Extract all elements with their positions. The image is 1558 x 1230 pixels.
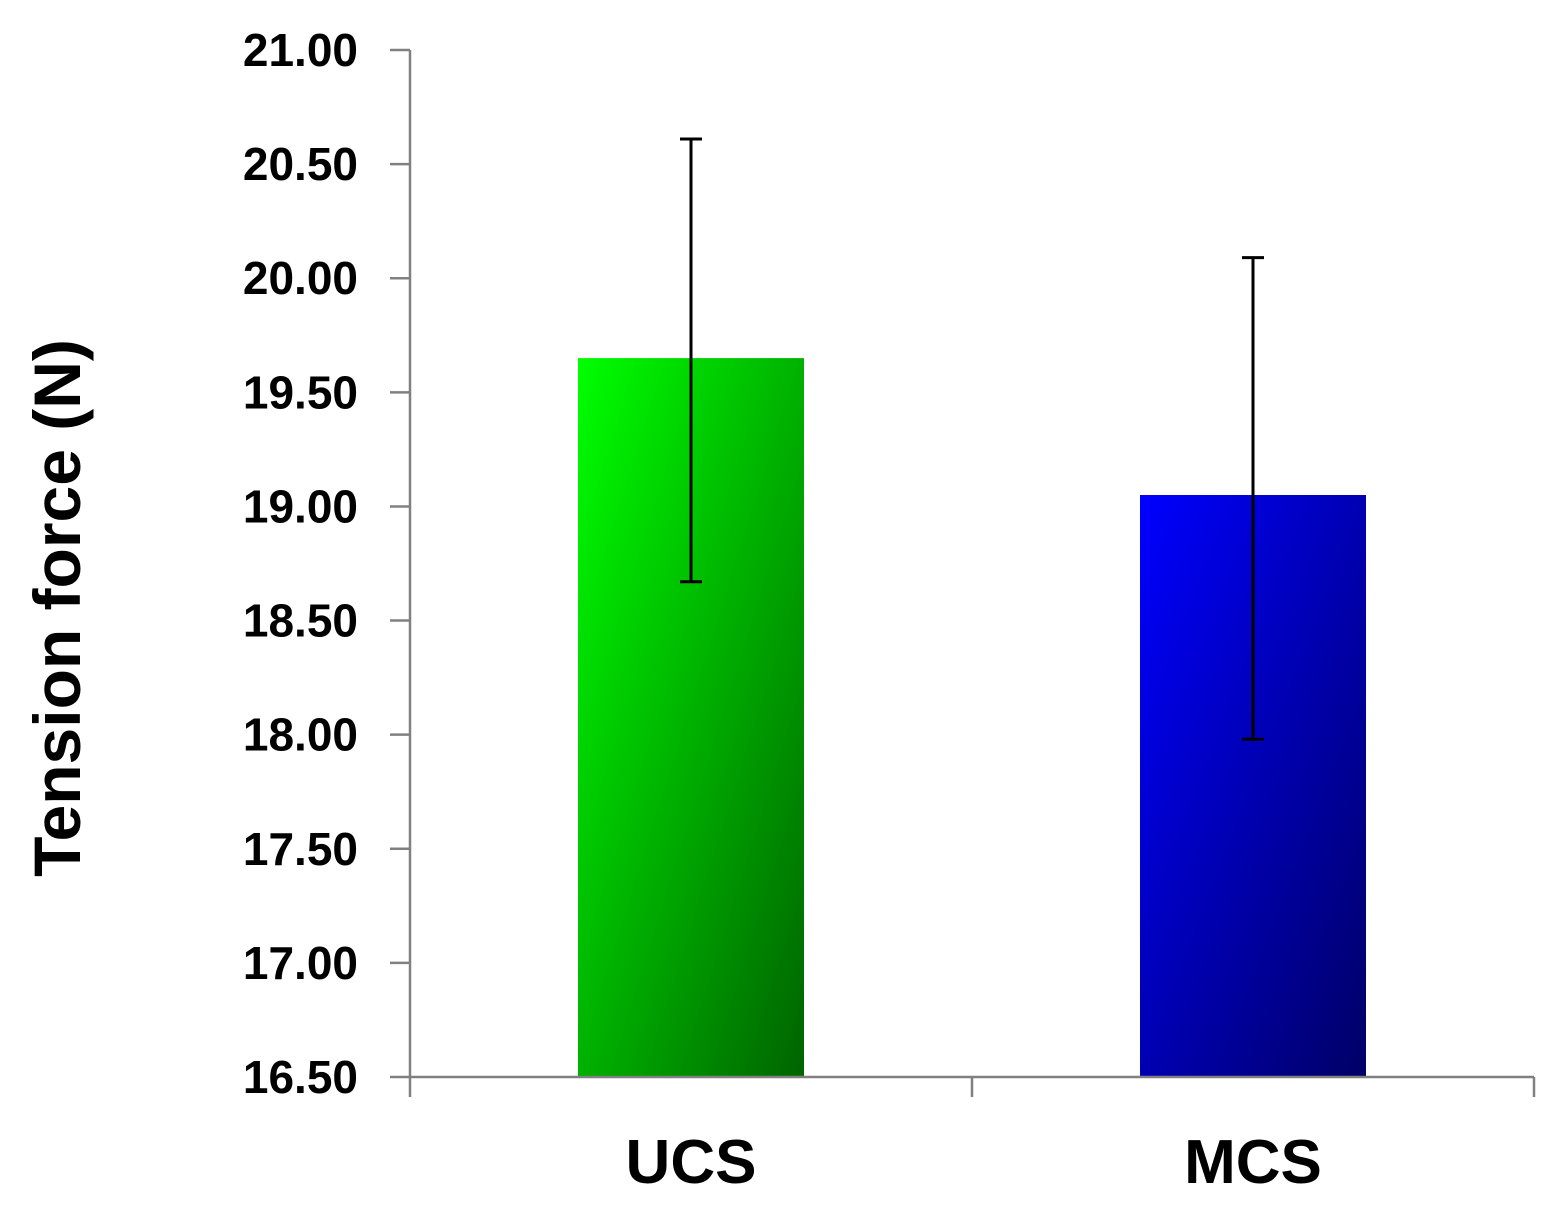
axes-layer [390,48,1536,1097]
y-tick-label: 17.50 [243,823,358,875]
x-tick-label-ucs: UCS [626,1128,757,1197]
y-tick-label: 17.00 [243,937,358,989]
y-tick-label: 20.00 [243,252,358,304]
y-tick-label: 18.00 [243,709,358,761]
y-tick-label: 21.00 [243,24,358,76]
labels-layer: UCS MCS 16.50 17.00 17.50 18.00 18.50 19.00 19.5… [243,24,1322,1197]
y-tick-label: 19.00 [243,480,358,532]
y-tick-label: 20.50 [243,138,358,190]
error-bars-layer [680,137,1264,741]
bars-layer [578,358,1366,1078]
y-tick-label: 16.50 [243,1051,358,1103]
y-axis-title: Tension force (N) [20,339,94,877]
x-tick-label-mcs: MCS [1184,1128,1322,1197]
y-tick-label: 19.50 [243,366,358,418]
y-tick-label: 18.50 [243,595,358,647]
error-bar-mcs [1242,256,1264,741]
error-bar-ucs [680,137,702,584]
